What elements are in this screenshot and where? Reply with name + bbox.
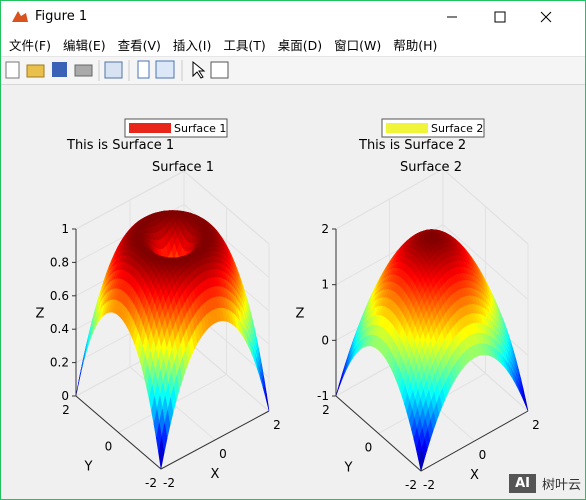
axis-line bbox=[335, 229, 529, 472]
annotation: This is Surface 1 bbox=[66, 138, 174, 153]
app-icon bbox=[12, 10, 28, 22]
legend-label: Surface 2 bbox=[431, 122, 483, 135]
watermark-badge: AI bbox=[509, 474, 536, 493]
open-icon[interactable] bbox=[26, 64, 45, 78]
z-tick-label: 0.4 bbox=[50, 322, 69, 336]
x-axis-label: X bbox=[470, 468, 479, 483]
x-tick-label: 2 bbox=[532, 418, 540, 432]
menu-bar: 文件(F) 编辑(E) 查看(V) 插入(I) 工具(T) 桌面(D) 窗口(W) 帮助(H) bbox=[1, 32, 585, 57]
menu-item[interactable]: 插入(I) bbox=[172, 37, 212, 53]
x-tick-label: -2 bbox=[163, 476, 175, 490]
z-tick-label: 0.6 bbox=[50, 289, 69, 303]
y-tick-label: 0 bbox=[365, 441, 373, 455]
axes-title: Surface 2 bbox=[400, 160, 462, 175]
pointer-icon[interactable] bbox=[192, 60, 206, 79]
y-axis-label: Y bbox=[84, 460, 93, 475]
x-tick-label: 0 bbox=[479, 448, 487, 462]
y-tick-label: 2 bbox=[62, 403, 70, 417]
menu-item[interactable]: 帮助(H) bbox=[393, 37, 438, 53]
toolbar-icons bbox=[5, 60, 229, 81]
y-tick-label: 2 bbox=[322, 403, 330, 417]
legend-swatch bbox=[129, 123, 171, 133]
axis-line bbox=[75, 229, 270, 470]
title-bar: Figure 1 bbox=[1, 1, 585, 32]
x-tick-label: -2 bbox=[423, 478, 435, 492]
x-axis-label: X bbox=[211, 467, 220, 482]
property-icon[interactable] bbox=[210, 61, 229, 79]
menu-item[interactable]: 工具(T) bbox=[223, 37, 266, 53]
close[interactable] bbox=[540, 11, 552, 23]
z-tick-label: 1 bbox=[61, 222, 69, 236]
legend-label: Surface 1 bbox=[174, 122, 226, 135]
y-axis-label: Y bbox=[344, 461, 353, 476]
watermark: AI 树叶云 bbox=[509, 474, 581, 493]
z-tick-label: 0.8 bbox=[50, 255, 69, 269]
toolbar bbox=[1, 57, 585, 85]
save-icon[interactable] bbox=[52, 62, 67, 77]
menu-item[interactable]: 文件(F) bbox=[9, 37, 51, 53]
surface-patch bbox=[418, 449, 425, 472]
colorbar-icon[interactable] bbox=[137, 60, 150, 79]
z-tick-label: 0 bbox=[61, 389, 69, 403]
window-title: Figure 1 bbox=[35, 9, 88, 24]
z-tick-label: 0 bbox=[321, 333, 329, 347]
annotation: This is Surface 2 bbox=[358, 138, 466, 153]
y-tick-label: -2 bbox=[145, 476, 157, 490]
watermark-text: 树叶云 bbox=[541, 478, 581, 493]
z-tick-label: 2 bbox=[321, 222, 329, 236]
menu-item[interactable]: 窗口(W) bbox=[334, 37, 382, 53]
y-tick-label: 0 bbox=[105, 440, 113, 454]
print-icon[interactable] bbox=[74, 64, 93, 77]
link-icon[interactable] bbox=[104, 61, 123, 79]
z-axis-label: Z bbox=[36, 307, 45, 322]
surface-patch bbox=[158, 437, 165, 469]
legend-swatch bbox=[386, 123, 428, 133]
menu-item[interactable]: 查看(V) bbox=[117, 37, 161, 53]
axes-title: Surface 1 bbox=[152, 160, 214, 175]
maximize[interactable] bbox=[494, 11, 506, 23]
legend-icon[interactable] bbox=[155, 60, 175, 79]
z-tick-label: 0.2 bbox=[50, 356, 69, 370]
y-tick-label: -2 bbox=[405, 478, 417, 492]
z-tick-label: -1 bbox=[317, 389, 329, 403]
menu-item[interactable]: 编辑(E) bbox=[62, 37, 106, 53]
menu-item[interactable]: 桌面(D) bbox=[277, 37, 323, 53]
z-tick-label: 1 bbox=[321, 278, 329, 292]
x-tick-label: 0 bbox=[219, 447, 227, 461]
z-axis-label: Z bbox=[296, 307, 305, 322]
new-icon[interactable] bbox=[5, 61, 20, 79]
x-tick-label: 2 bbox=[273, 418, 281, 432]
window-controls[interactable] bbox=[435, 1, 585, 32]
